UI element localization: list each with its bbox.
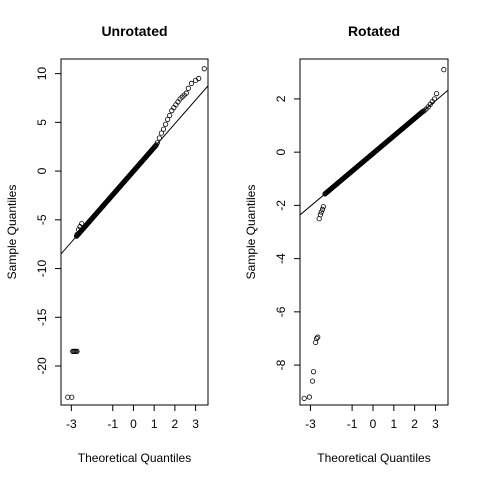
y-tick-label: -20 [35,357,49,375]
data-point [433,91,440,97]
chart-title: Unrotated [101,23,167,39]
x-tick-label: 1 [390,417,397,431]
data-point [188,80,195,86]
y-tick-label: -8 [274,359,288,370]
x-tick-label: -1 [347,417,358,431]
x-tick-label: 0 [130,417,137,431]
data-point [315,334,321,340]
data-point [65,394,71,400]
x-axis-label: Theoretical Quantiles [317,451,430,465]
data-point [318,209,324,215]
data-point [201,66,207,72]
y-tick-label: -10 [35,260,49,278]
y-tick-label: 0 [274,148,288,155]
x-tick-label: -3 [66,417,77,431]
chart-panel-1: Unrotated-3 -1 0 1 2 3-20-15-10-50510Theoreti… [5,23,209,465]
data-point [320,204,326,210]
data-point [314,335,320,342]
data-point [196,75,202,82]
x-tick-label: 0 [370,417,377,431]
plot-frame [60,58,209,406]
x-tick-label: 2 [172,417,179,431]
data-point [75,226,82,233]
data-point [153,143,159,149]
data-point [306,394,312,400]
x-tick-label: 3 [432,417,439,431]
data-point [441,67,447,73]
x-tick-label: 2 [411,417,418,431]
data-point [69,394,75,400]
data-point [301,395,307,401]
data-point [79,221,85,227]
data-point [154,140,160,146]
x-tick-label: 1 [151,417,158,431]
y-tick-label: 0 [35,167,49,174]
data-point [309,378,316,384]
y-axis-label: Sample Quantiles [5,185,19,280]
y-axis-label: Sample Quantiles [244,185,258,280]
data-point [431,96,438,102]
y-tick-label: -15 [35,308,49,326]
y-tick-label: -4 [274,253,288,264]
x-tick-label: 3 [192,417,199,431]
data-point [167,112,173,119]
y-tick-label: -6 [274,306,288,317]
data-point [158,130,165,136]
data-point [183,90,189,96]
y-tick-label: -2 [274,200,288,211]
chart-title: Rotated [348,23,400,39]
plot-area [61,66,208,400]
plot-frame [299,58,449,406]
data-point [317,212,324,218]
data-point [165,116,171,123]
x-tick-label: -3 [305,417,316,431]
y-tick-label: 2 [274,95,288,102]
x-tick-label: -1 [107,417,118,431]
data-point [77,224,83,230]
x-axis-label: Theoretical Quantiles [78,451,191,465]
y-tick-label: -5 [35,214,49,225]
data-point [74,231,80,238]
y-tick-label: 10 [35,67,49,81]
y-tick-label: 5 [35,119,49,126]
data-point [156,135,162,141]
data-point [74,348,80,354]
data-point [162,121,169,127]
data-point [310,369,317,375]
data-point [319,206,326,212]
plot-area [300,67,448,401]
data-point [185,85,191,91]
data-point [160,126,167,132]
